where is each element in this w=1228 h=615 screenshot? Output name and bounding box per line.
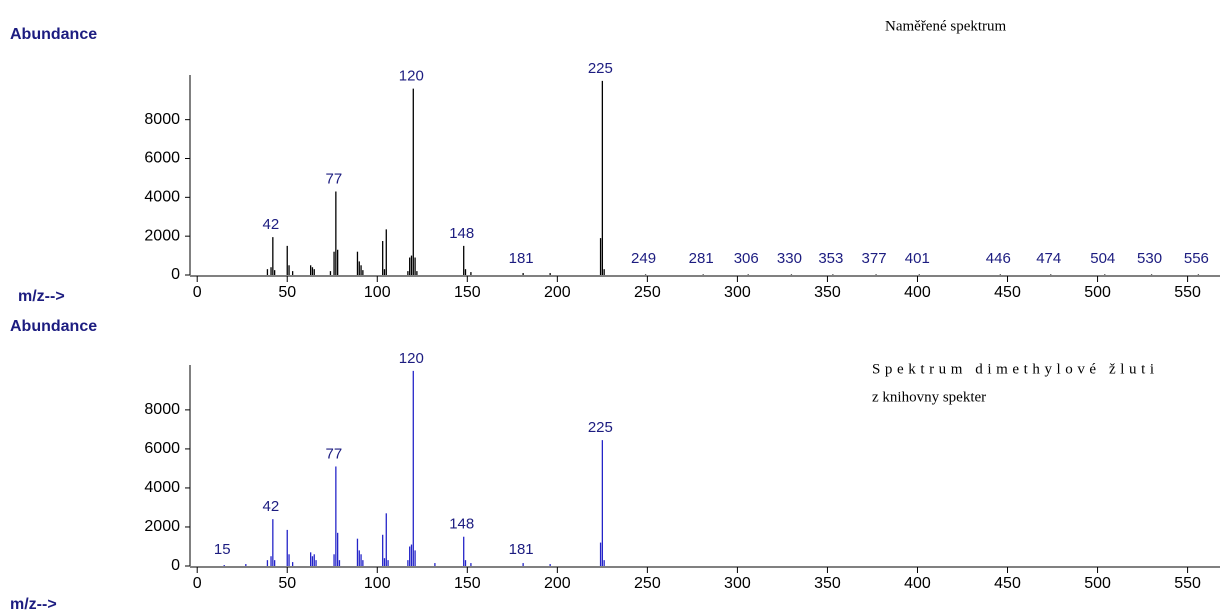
peak-label: 148 <box>449 516 474 533</box>
x-axis-label: m/z--> <box>10 596 57 613</box>
x-tick-label: 250 <box>634 284 661 301</box>
x-tick-label: 450 <box>994 575 1021 592</box>
x-tick-label: 350 <box>814 575 841 592</box>
x-tick-label: 450 <box>994 284 1021 301</box>
y-axis-label: Abundance <box>10 26 97 43</box>
x-tick-label: 50 <box>278 575 296 592</box>
peak-label: 306 <box>734 250 759 267</box>
x-tick-label: 400 <box>904 284 931 301</box>
annotation: Spektrum dimethylové žluti <box>872 361 1154 377</box>
x-tick-label: 550 <box>1174 284 1201 301</box>
peak-label: 530 <box>1137 250 1162 267</box>
x-tick-label: 200 <box>544 284 571 301</box>
x-tick-label: 350 <box>814 284 841 301</box>
y-tick-label: 8000 <box>144 111 180 128</box>
peak-label: 556 <box>1184 250 1209 267</box>
x-tick-label: 150 <box>454 284 481 301</box>
peak-label: 42 <box>262 216 279 233</box>
y-tick-label: 8000 <box>144 401 180 418</box>
peak-label: 225 <box>588 419 613 436</box>
peak-label: 474 <box>1036 250 1061 267</box>
y-tick-label: 6000 <box>144 440 180 457</box>
y-tick-label: 6000 <box>144 150 180 167</box>
peak-label: 148 <box>449 225 474 242</box>
peak-label: 225 <box>588 60 613 77</box>
peak-label: 77 <box>326 445 343 462</box>
annotation: Naměřené spektrum <box>885 18 1007 34</box>
x-tick-label: 0 <box>193 575 202 592</box>
x-tick-label: 500 <box>1084 284 1111 301</box>
peak-label: 281 <box>689 250 714 267</box>
x-tick-label: 200 <box>544 575 571 592</box>
peak-label: 330 <box>777 250 802 267</box>
y-tick-label: 2000 <box>144 227 180 244</box>
x-tick-label: 300 <box>724 575 751 592</box>
peak-label: 504 <box>1090 250 1115 267</box>
y-tick-label: 4000 <box>144 479 180 496</box>
peak-label: 120 <box>399 350 424 367</box>
x-tick-label: 300 <box>724 284 751 301</box>
peak-label: 181 <box>509 250 534 267</box>
x-tick-label: 0 <box>193 284 202 301</box>
x-tick-label: 500 <box>1084 575 1111 592</box>
peak-label: 77 <box>326 170 343 187</box>
peak-label: 401 <box>905 250 930 267</box>
x-tick-label: 100 <box>364 284 391 301</box>
peak-label: 181 <box>509 541 534 558</box>
x-tick-label: 250 <box>634 575 661 592</box>
peak-label: 377 <box>862 250 887 267</box>
y-tick-label: 4000 <box>144 189 180 206</box>
x-axis-label: m/z--> <box>18 288 65 305</box>
y-tick-label: 0 <box>171 557 180 574</box>
annotation: z knihovny spekter <box>872 389 986 405</box>
x-tick-label: 400 <box>904 575 931 592</box>
x-tick-label: 50 <box>278 284 296 301</box>
x-tick-label: 150 <box>454 575 481 592</box>
peak-label: 249 <box>631 250 656 267</box>
peak-label: 446 <box>986 250 1011 267</box>
peak-label: 120 <box>399 68 424 85</box>
x-tick-label: 550 <box>1174 575 1201 592</box>
peak-label: 42 <box>262 498 279 515</box>
y-tick-label: 2000 <box>144 518 180 535</box>
y-axis-label: Abundance <box>10 318 97 335</box>
y-tick-label: 0 <box>171 266 180 283</box>
peak-label: 353 <box>818 250 843 267</box>
peak-label: 15 <box>214 541 231 558</box>
x-tick-label: 100 <box>364 575 391 592</box>
